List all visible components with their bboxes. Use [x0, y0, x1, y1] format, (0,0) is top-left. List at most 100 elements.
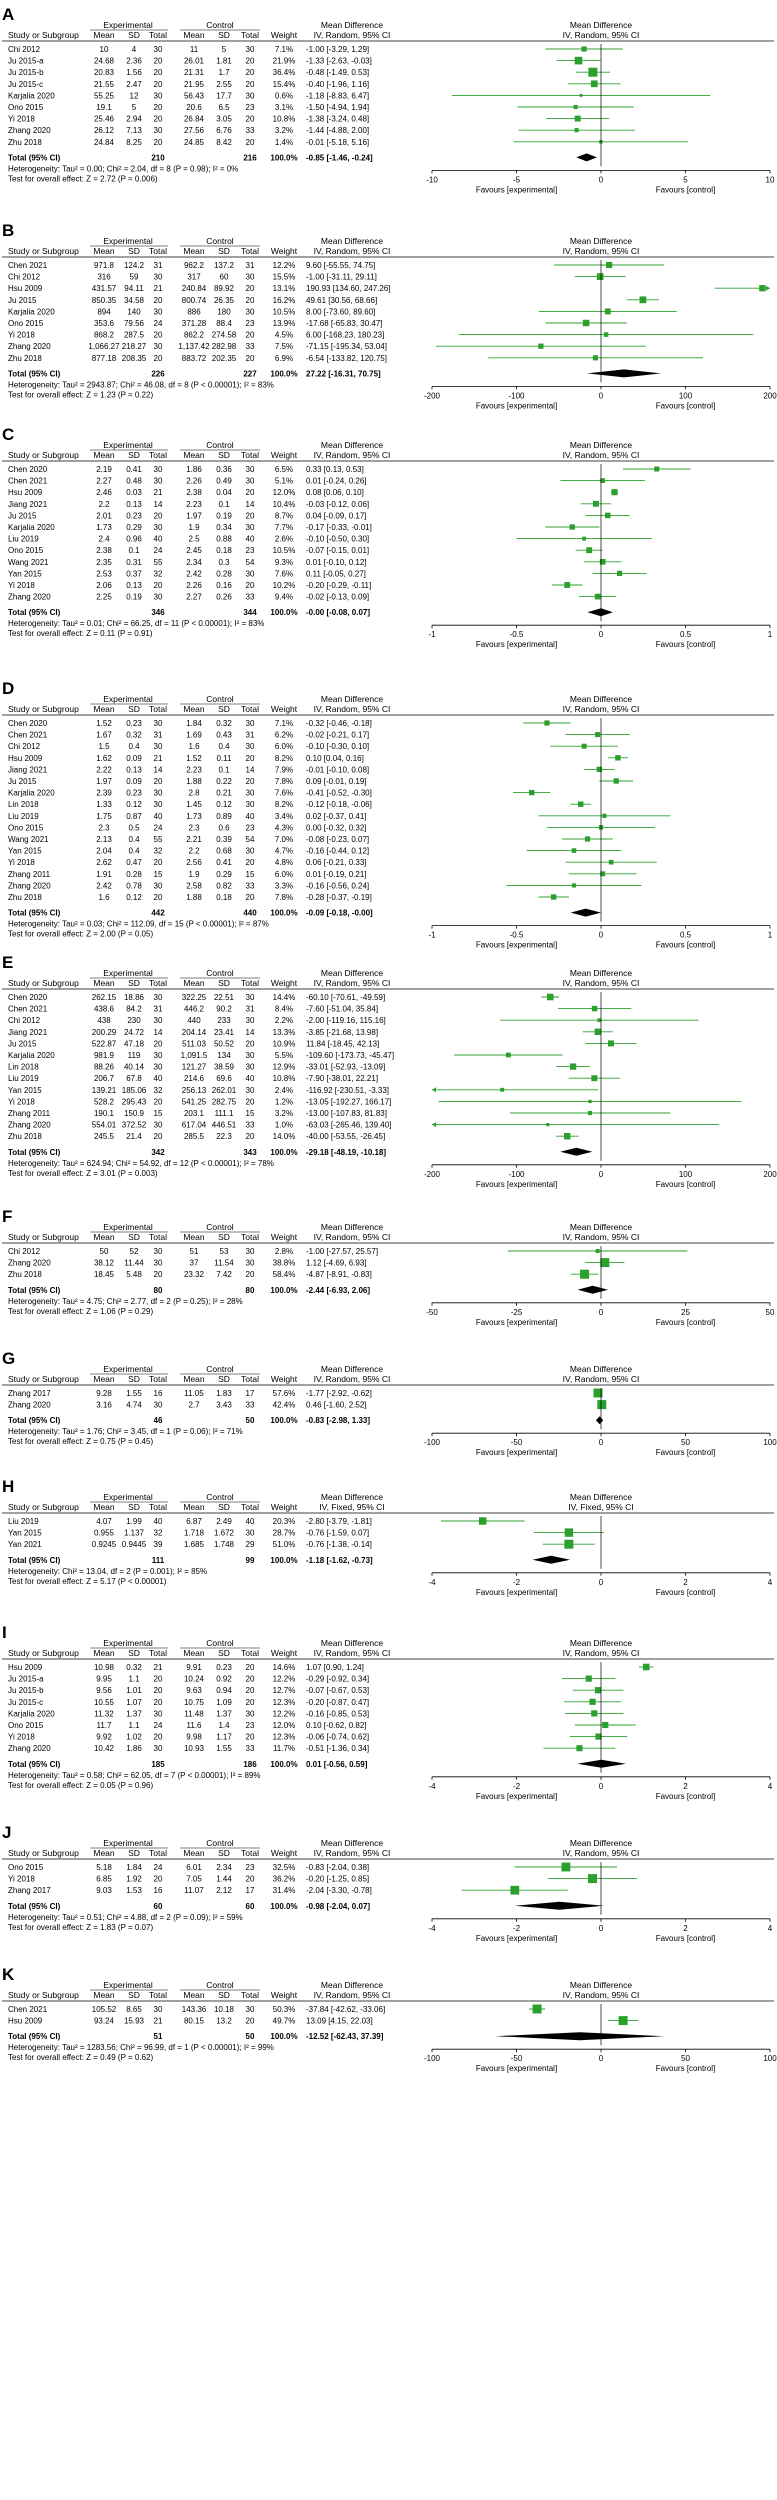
md-header-left: Mean Difference	[321, 1980, 383, 1990]
weight-value: 1.4%	[275, 138, 293, 147]
model-header-left: IV, Random, 95% CI	[314, 978, 391, 988]
ctl-n: 20	[246, 488, 255, 497]
exp-mean: 2.42	[96, 881, 112, 890]
study-name: Zhang 2011	[8, 1109, 51, 1118]
total-ctl-n: 216	[243, 153, 257, 162]
study-point-marker	[586, 547, 593, 554]
ctl-mean: 617.04	[182, 1121, 207, 1130]
control-header: Control	[206, 1838, 234, 1848]
ctl-mean: 1.88	[186, 777, 202, 786]
study-point-marker	[595, 1733, 602, 1740]
exp-mean: 24.68	[94, 57, 115, 66]
exp-sd: 0.29	[126, 523, 142, 532]
ctl-mean: 11.48	[184, 1709, 204, 1718]
panel-letter: G	[2, 1349, 15, 1368]
weight-value: 20.3%	[273, 1517, 296, 1526]
ctl-mean: 800.74	[182, 296, 207, 305]
study-row: Chi 2012 316 59 30 317 60 30 15.5% -1.00 [-31.11…	[8, 273, 626, 282]
ci-text: -13.00 [-107.83, 81.83]	[306, 1109, 387, 1118]
exp-mean: 245.5	[94, 1132, 115, 1141]
total-exp-n: 60	[154, 1902, 163, 1911]
exp-mean: 2.25	[96, 593, 112, 602]
study-point-marker	[571, 883, 577, 888]
exp-mean: 877.18	[92, 354, 117, 363]
study-point-marker	[591, 1710, 598, 1717]
ctl-mean: 20.6	[186, 103, 202, 112]
ctl-n: 30	[246, 465, 255, 474]
ctl-sd: 22.51	[214, 993, 235, 1002]
exp-total-header: Total	[149, 704, 167, 714]
study-row: Yi 2018 9.92 1.02 20 9.98 1.17 20 12.3% -0.06 [-…	[8, 1733, 628, 1742]
exp-sd: 4	[132, 45, 137, 54]
ctl-sd: 10.18	[214, 2005, 235, 2014]
ctl-mean: 2.27	[186, 593, 202, 602]
total-exp-n: 111	[152, 1556, 165, 1565]
study-point-marker	[574, 115, 581, 122]
ctl-sd: 0.1	[218, 500, 230, 509]
ctl-n: 33	[246, 1744, 255, 1753]
exp-n: 30	[154, 1121, 163, 1130]
exp-sd: 0.13	[126, 581, 142, 590]
exp-n: 30	[154, 477, 163, 486]
overall-effect-text: Test for overall effect: Z = 2.00 (P = 0…	[8, 930, 153, 939]
heterogeneity-text: Heterogeneity: Tau² = 0.51; Chi² = 4.88,…	[8, 1913, 243, 1922]
study-row: Ju 2015-a 9.95 1.1 20 10.24 0.92 20 12.2% -0.29 …	[8, 1675, 616, 1684]
study-row: Liu 2019 4.07 1.99 40 6.87 2.49 40 20.3% -2.80 […	[8, 1517, 525, 1526]
total-ci-text: -0.98 [-2.04, 0.07]	[306, 1902, 370, 1911]
total-row: Total (95% CI) 442 440 100.0% -0.09 [-0.18, …	[8, 908, 601, 918]
exp-sd: 0.4	[128, 742, 140, 751]
exp-sd: 1.84	[126, 1863, 142, 1872]
study-point-marker	[574, 128, 579, 133]
ctl-n: 29	[246, 1540, 255, 1549]
study-point-marker	[591, 1075, 598, 1082]
total-ctl-n: 343	[243, 1148, 257, 1157]
total-label: Total (95% CI)	[8, 1902, 61, 1911]
study-name: Ju 2015	[8, 777, 37, 786]
study-name: Yi 2018	[8, 1733, 35, 1742]
ctl-mean: 121.27	[182, 1063, 207, 1072]
study-name: Yan 2015	[8, 1529, 42, 1538]
study-row: Zhang 2020 2.25 0.19 30 2.27 0.26 33 9.4% -0.02 …	[8, 593, 617, 602]
ctl-sd: 137.2	[214, 261, 235, 270]
exp-mean: 24.84	[94, 138, 115, 147]
study-point-marker	[580, 1269, 590, 1279]
exp-sd: 0.23	[126, 789, 142, 798]
control-header: Control	[206, 1222, 234, 1232]
ctl-sd: 60	[220, 273, 229, 282]
total-ctl-n: 60	[246, 1902, 255, 1911]
study-name: Chi 2012	[8, 742, 41, 751]
ctl-n: 20	[246, 1270, 255, 1279]
study-name: Yan 2015	[8, 569, 42, 578]
study-row: Karjalia 2020 894 140 30 886 180 30 10.5% 8.00 […	[8, 307, 677, 316]
study-name: Chen 2021	[8, 261, 48, 270]
exp-n: 20	[154, 103, 163, 112]
model-header-right: IV, Random, 95% CI	[563, 704, 640, 714]
total-exp-n: 342	[151, 1148, 165, 1157]
ctl-mean: 9.98	[186, 1733, 202, 1742]
study-point-marker	[616, 570, 623, 577]
exp-mean: 88.26	[94, 1063, 115, 1072]
ctl-sd: 1.672	[214, 1529, 235, 1538]
study-row: Zhang 2020 26.12 7.13 30 27.56 6.76 33 3.2% -1.4…	[8, 126, 635, 135]
ctl-mean: 1.73	[186, 812, 202, 821]
exp-mean: 10.42	[94, 1744, 115, 1753]
ctl-n: 23	[246, 1863, 255, 1872]
ctl-sd: 23.41	[214, 1028, 235, 1037]
ctl-sd-header: SD	[218, 704, 230, 714]
model-header-left: IV, Random, 95% CI	[314, 1648, 391, 1658]
exp-n: 30	[154, 307, 163, 316]
exp-sd: 1.1	[128, 1675, 140, 1684]
study-row: Zhu 2018 245.5 21.4 20 285.5 22.3 20 14.0% -40.0…	[8, 1132, 579, 1141]
experimental-header: Experimental	[103, 968, 153, 978]
md-header-right: Mean Difference	[570, 1492, 632, 1502]
x-tick-label: 0	[599, 1924, 604, 1933]
weight-value: 9.4%	[275, 593, 293, 602]
ctl-sd: 0.94	[216, 1686, 232, 1695]
ctl-mean: 2.23	[186, 765, 202, 774]
exp-n: 24	[154, 1721, 163, 1730]
favours-left-label: Favours [experimental]	[476, 640, 557, 649]
exp-sd: 0.12	[126, 893, 142, 902]
ctl-n: 30	[246, 1709, 255, 1718]
panel-letter: K	[2, 1965, 15, 1984]
ctl-n: 20	[246, 115, 255, 124]
